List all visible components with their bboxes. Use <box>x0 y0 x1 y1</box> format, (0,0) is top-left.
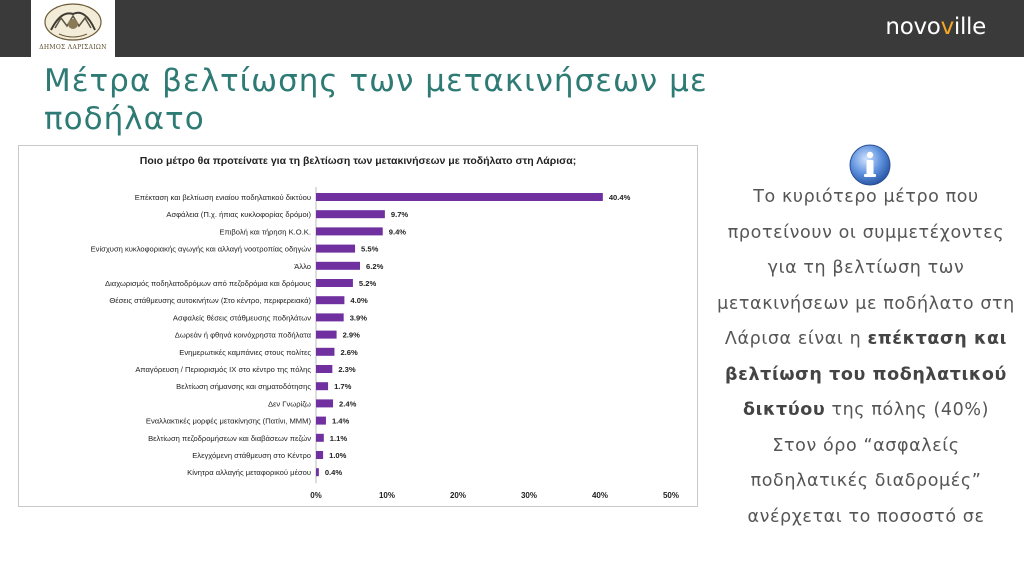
x-tick-label: 20% <box>450 491 466 500</box>
municipality-logo[interactable]: ΔΗΜΟΣ ΛΑΡΙΣΑΙΩΝ <box>31 0 115 57</box>
bar <box>316 210 385 219</box>
bar <box>316 313 344 322</box>
bar <box>316 244 356 253</box>
summary-line-3: Στον όρο “ασφαλείς ποδηλατικές διαδρομές… <box>747 435 985 527</box>
category-label: Άλλο <box>294 262 311 271</box>
brand-highlight: v <box>940 14 955 40</box>
data-label: 1.7% <box>334 382 352 391</box>
category-label: Ενίσχυση κυκλοφοριακής αγωγής και αλλαγή… <box>91 245 312 254</box>
category-label: Ασφαλείς θέσεις στάθμευσης ποδηλάτων <box>173 313 311 322</box>
x-tick-label: 0% <box>310 491 322 500</box>
data-label: 9.7% <box>391 210 409 219</box>
summary-text: Το κυριότερο μέτρο που προτείνουν οι συμ… <box>716 180 1016 535</box>
bar <box>316 416 326 425</box>
bar <box>316 330 337 339</box>
chart-title: Ποιο μέτρο θα προτείνατε για τη βελτίωση… <box>140 155 577 167</box>
bar <box>316 279 353 287</box>
brand-prefix: novo <box>885 14 941 40</box>
data-label: 5.5% <box>361 245 379 254</box>
data-label: 1.0% <box>329 451 347 460</box>
bar <box>316 468 319 477</box>
category-label: Βελτίωση πεζοδρομήσεων και διαβάσεων πεζ… <box>148 434 311 443</box>
bar <box>316 433 324 442</box>
category-label: Ελεγχόμενη στάθμευση στο Κέντρο <box>192 451 311 460</box>
category-label: Δεν Γνωρίζω <box>268 399 311 408</box>
slide-title: Μέτρα βελτίωσης των μετακινήσεων με ποδή… <box>44 63 708 137</box>
data-label: 2.4% <box>339 399 357 408</box>
summary-line-1: Το κυριότερο μέτρο που προτείνουν οι συμ… <box>717 187 1015 349</box>
category-label: Εναλλακτικές μορφές μετακίνησης (Πατίνι,… <box>146 417 312 426</box>
brand-suffix: ille <box>953 14 986 40</box>
x-tick-label: 30% <box>521 491 537 500</box>
top-bar: ΔΗΜΟΣ ΛΑΡΙΣΑΙΩΝ novoville <box>0 0 1024 57</box>
category-label: Βελτίωση σήμανσης και σηματοδότησης <box>176 382 311 391</box>
category-label: Επέκταση και βελτίωση ενιαίου ποδηλατικο… <box>135 193 311 202</box>
category-label: Ενημερωτικές καμπάνιες στους πολίτες <box>179 348 311 357</box>
x-tick-label: 50% <box>663 491 679 500</box>
category-label: Απαγόρευση / Περιορισμός ΙΧ στο κέντρο τ… <box>135 365 311 374</box>
novoville-brand[interactable]: novoville <box>885 14 986 40</box>
bar <box>316 365 333 373</box>
data-label: 1.4% <box>332 417 350 426</box>
summary-bold: επέκταση και βελτίωση του ποδηλατικού δι… <box>725 329 1008 420</box>
bar <box>316 261 361 270</box>
category-label: Κίνητρα αλλαγής μεταφορικού μέσου <box>187 468 311 477</box>
data-label: 3.9% <box>350 313 368 322</box>
bar <box>316 347 335 356</box>
info-icon <box>849 144 891 186</box>
data-label: 5.2% <box>359 279 377 288</box>
x-tick-label: 10% <box>379 491 395 500</box>
bar <box>316 451 324 459</box>
data-label: 0.4% <box>325 468 343 477</box>
bar-chart: Ποιο μέτρο θα προτείνατε για τη βελτίωση… <box>18 145 698 507</box>
bar <box>316 193 603 201</box>
summary-line-2: της πόλης (40%) <box>831 400 990 420</box>
data-label: 4.0% <box>350 296 368 305</box>
data-label: 1.1% <box>330 434 348 443</box>
data-label: 6.2% <box>366 262 384 271</box>
category-label: Επιβολή και τήρηση Κ.Ο.Κ. <box>219 227 311 236</box>
data-label: 2.3% <box>338 365 356 374</box>
category-label: Διαχωρισμός ποδηλατοδρόμων από πεζοδρόμι… <box>105 279 311 288</box>
data-label: 2.6% <box>340 348 358 357</box>
bar-chart-svg: Ποιο μέτρο θα προτείνατε για τη βελτίωση… <box>91 155 679 500</box>
category-label: Ασφάλεια (Π.χ. ήπιας κυκλοφορίας δρόμοι) <box>166 210 311 219</box>
category-label: Θέσεις στάθμευσης αυτοκινήτων (Στο κέντρ… <box>109 296 311 305</box>
municipality-emblem-icon <box>44 3 102 41</box>
bar <box>316 296 345 305</box>
data-label: 9.4% <box>389 227 407 236</box>
bar <box>316 382 329 391</box>
x-tick-label: 40% <box>592 491 608 500</box>
data-label: 40.4% <box>609 193 631 202</box>
data-label: 2.9% <box>343 331 361 340</box>
logo-caption: ΔΗΜΟΣ ΛΑΡΙΣΑΙΩΝ <box>39 44 107 51</box>
bar <box>316 399 334 408</box>
bar <box>316 227 383 236</box>
category-label: Δωρεάν ή φθηνά κοινόχρηστα ποδήλατα <box>175 331 312 340</box>
